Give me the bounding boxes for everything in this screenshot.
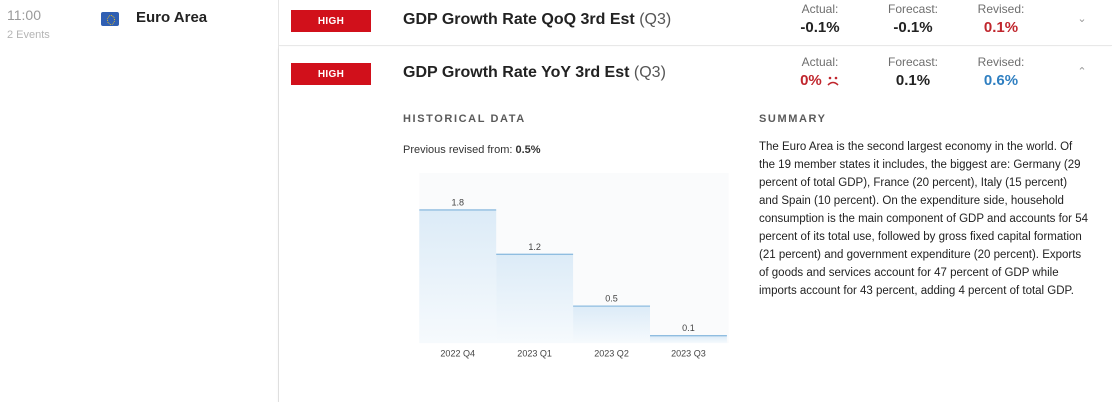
actual-metric: Actual: 0% (780, 55, 860, 89)
previous-revised-value: 0.5% (515, 144, 541, 156)
event-row-qoq[interactable]: HIGH GDP Growth Rate QoQ 3rd Est (Q3) Ac… (279, 0, 1112, 46)
actual-value: -0.1% (800, 19, 840, 36)
summary-text: The Euro Area is the second largest econ… (759, 141, 1089, 297)
importance-badge: HIGH (291, 63, 371, 85)
chart-value-label: 1.2 (528, 242, 541, 252)
actual-label: Actual: (801, 55, 839, 69)
event-title[interactable]: GDP Growth Rate YoY 3rd Est (Q3) (403, 64, 666, 82)
revised-label: Revised: (977, 55, 1025, 69)
previous-revised-label: Previous revised from: (403, 144, 513, 156)
chart-category-label: 2023 Q1 (517, 349, 552, 359)
column-divider (278, 0, 279, 402)
event-title[interactable]: GDP Growth Rate QoQ 3rd Est (Q3) (403, 11, 671, 29)
event-time: 11:00 (7, 7, 41, 23)
left-column: 11:00 2 Events Euro Area (0, 0, 278, 402)
event-period: (Q3) (639, 11, 672, 28)
actual-value-text: 0% (800, 72, 822, 89)
actual-metric: Actual: -0.1% (780, 2, 860, 36)
eu-flag-icon (101, 12, 119, 26)
revised-metric: Revised: 0.6% (961, 55, 1041, 89)
forecast-label: Forecast: (887, 2, 938, 16)
historical-bar-chart: 1.8 2022 Q4 1.2 2023 Q1 0.5 2023 Q2 0.1 2023 Q3 (419, 173, 729, 359)
chart-bar[interactable] (573, 306, 650, 344)
events-panel: HIGH GDP Growth Rate QoQ 3rd Est (Q3) Ac… (279, 0, 1112, 402)
event-title-text: GDP Growth Rate YoY 3rd Est (403, 64, 630, 81)
chart-category-label: 2023 Q3 (671, 349, 706, 359)
revised-value: 0.1% (983, 19, 1019, 36)
chart-category-label: 2023 Q2 (594, 349, 629, 359)
chevron-up-icon[interactable]: ⌃ (1077, 66, 1087, 78)
forecast-label: Forecast: (887, 55, 938, 69)
previous-revised-note: Previous revised from: 0.5% (403, 144, 541, 156)
summary-header: SUMMARY (759, 113, 827, 125)
chart-category-label: 2022 Q4 (440, 349, 475, 359)
actual-label: Actual: (801, 2, 839, 16)
chevron-down-icon[interactable]: ⌄ (1077, 13, 1087, 25)
country-name[interactable]: Euro Area (136, 9, 208, 26)
actual-value: 0% (780, 72, 860, 89)
revised-label: Revised: (977, 2, 1025, 16)
events-count: 2 Events (7, 29, 50, 41)
chart-bar[interactable] (419, 209, 497, 344)
chart-value-label: 0.1 (682, 323, 695, 333)
historical-data-header: HISTORICAL DATA (403, 113, 526, 125)
chart-bar[interactable] (496, 254, 574, 344)
forecast-value: 0.1% (895, 72, 931, 89)
forecast-metric: Forecast: -0.1% (873, 2, 953, 36)
revised-metric: Revised: 0.1% (961, 2, 1041, 36)
chart-bar[interactable] (650, 335, 727, 344)
chart-value-label: 1.8 (451, 197, 464, 207)
chart-value-label: 0.5 (605, 294, 618, 304)
event-title-text: GDP Growth Rate QoQ 3rd Est (403, 11, 635, 28)
sad-face-icon (827, 76, 839, 86)
importance-badge: HIGH (291, 10, 371, 32)
revised-value: 0.6% (983, 72, 1019, 89)
event-period: (Q3) (633, 64, 666, 81)
forecast-metric: Forecast: 0.1% (873, 55, 953, 89)
forecast-value: -0.1% (893, 19, 933, 36)
